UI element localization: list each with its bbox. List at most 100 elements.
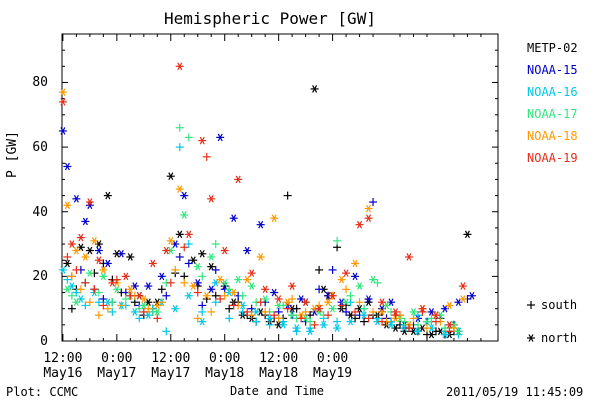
data-point-north (153, 308, 162, 316)
plot-frame (61, 33, 499, 342)
data-point-north (458, 282, 467, 290)
data-point-south (283, 191, 292, 200)
data-point-south (351, 307, 360, 316)
data-point-north (220, 246, 229, 255)
data-point-north (103, 259, 112, 268)
data-point-south (153, 314, 162, 323)
legend-entry: METP-02 (527, 41, 578, 55)
data-point-north (189, 282, 198, 290)
data-point-south (342, 307, 351, 316)
data-point-south (184, 240, 193, 249)
data-point-north (144, 311, 153, 319)
data-point-south (256, 298, 265, 307)
data-point-north (198, 249, 207, 258)
data-point-north (121, 272, 130, 281)
data-point-south (108, 307, 117, 316)
data-point-north (351, 272, 360, 281)
y-tick-label: 20 (32, 269, 48, 285)
data-point-north (364, 214, 373, 222)
data-point-north (72, 298, 81, 307)
data-point-south (193, 288, 202, 297)
data-point-south (274, 314, 283, 323)
data-point-north (288, 311, 297, 319)
data-point-south (369, 307, 378, 316)
data-point-south (184, 259, 193, 268)
marker-legend-label: north (541, 331, 578, 345)
data-point-north (63, 285, 72, 294)
legend-entry: NOAA-16 (527, 85, 578, 99)
data-point-north (387, 321, 396, 329)
data-point-south (175, 252, 184, 261)
data-point-south (67, 272, 76, 281)
data-point-south (243, 307, 252, 316)
x-tick-time-label: 0:00 (316, 351, 349, 366)
data-point-north (180, 191, 189, 200)
data-point-north (166, 172, 175, 180)
data-point-south (126, 291, 135, 300)
data-point-south (99, 301, 108, 310)
data-point-north (216, 275, 225, 284)
data-point-south (265, 320, 274, 329)
data-point-north (427, 330, 436, 339)
data-point-north (85, 198, 94, 206)
data-point-north (166, 237, 175, 245)
y-tick-label: 40 (32, 204, 48, 220)
data-point-north (333, 324, 342, 332)
data-point-south (378, 317, 387, 326)
data-point-north (355, 220, 364, 229)
data-point-north (171, 304, 180, 313)
data-point-south (413, 320, 422, 329)
data-point-south (360, 304, 369, 313)
data-point-south (162, 327, 171, 336)
data-point-north (467, 291, 476, 300)
data-point-north (346, 311, 355, 319)
data-point-north (274, 301, 283, 310)
data-point-south (409, 314, 418, 323)
data-point-south (180, 243, 189, 252)
x-tick-date-label: May17 (151, 366, 191, 381)
legend-entry: NOAA-19 (527, 151, 578, 165)
data-point-north (310, 85, 319, 93)
x-axis-label: Date and Time (230, 384, 324, 398)
data-point-south (180, 278, 189, 287)
data-point-north (175, 230, 184, 239)
data-point-north (274, 295, 283, 303)
data-point-north (184, 230, 193, 239)
data-point-north (63, 162, 72, 171)
data-point-north (184, 291, 193, 300)
data-point-north (270, 214, 279, 222)
x-tick-time-label: 12:00 (259, 351, 299, 366)
data-point-south (315, 285, 324, 294)
data-point-north (265, 314, 274, 323)
data-point-south (135, 314, 144, 323)
data-point-south (63, 252, 72, 261)
data-point-south (346, 291, 355, 300)
data-point-north (306, 327, 315, 336)
data-point-north (418, 304, 427, 313)
data-point-south (220, 291, 229, 300)
data-point-north (346, 317, 355, 326)
x-tick-time-label: 0:00 (101, 351, 133, 366)
data-point-north (175, 62, 184, 71)
data-point-north (328, 291, 337, 300)
data-point-south (238, 291, 247, 300)
data-point-north (198, 317, 207, 326)
legend-entry: NOAA-17 (527, 107, 578, 121)
data-point-north (243, 275, 252, 284)
data-point-north (99, 266, 108, 274)
data-point-north (440, 330, 449, 339)
data-point-south (355, 298, 364, 307)
legend-marker-south (527, 301, 535, 309)
data-point-south (283, 304, 292, 313)
data-point-south (94, 288, 103, 297)
data-point-south (364, 314, 373, 323)
data-point-south (202, 152, 211, 161)
data-point-south (337, 301, 346, 310)
data-point-north (355, 282, 364, 290)
data-point-north (247, 282, 256, 290)
data-point-north (400, 327, 409, 336)
data-point-north (108, 279, 117, 287)
data-point-north (130, 308, 139, 316)
